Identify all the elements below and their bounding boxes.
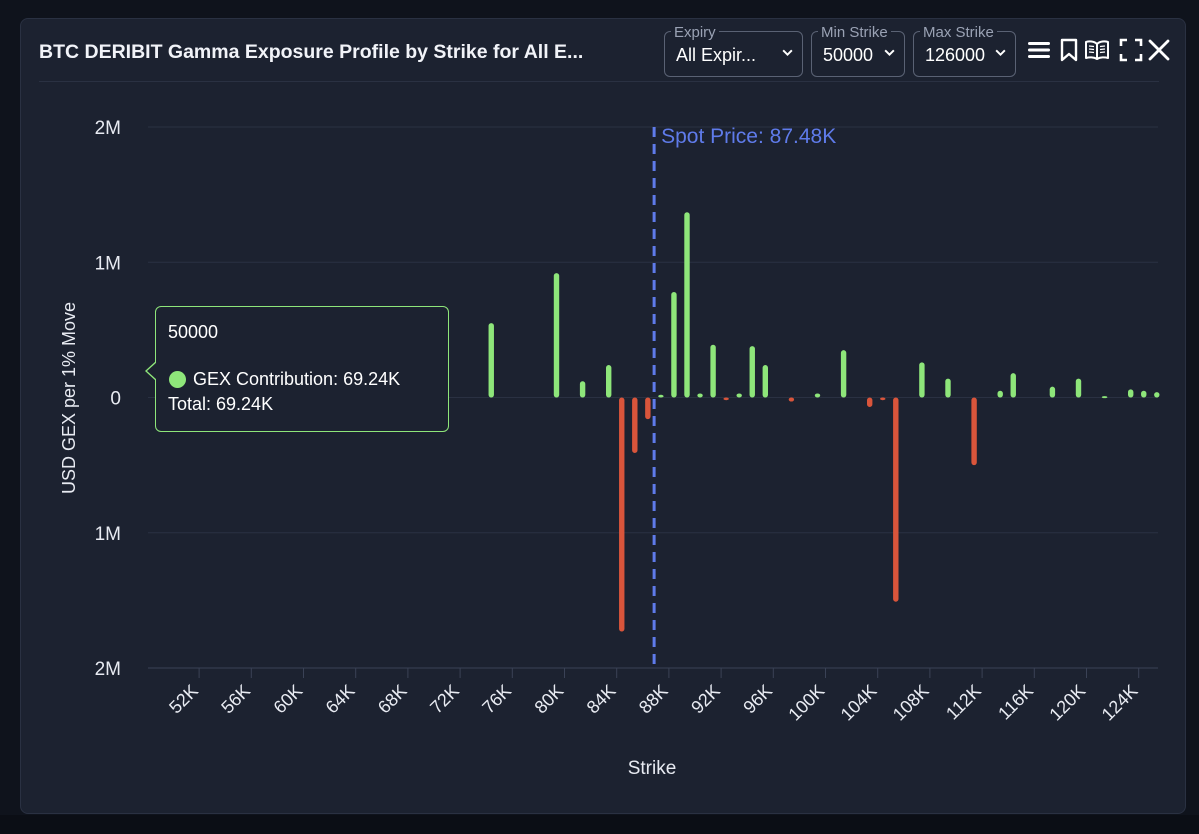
x-tick-label: 52K xyxy=(165,681,202,718)
gex-bar xyxy=(1101,396,1108,399)
min-strike-label: Min Strike xyxy=(818,25,891,41)
gex-bar xyxy=(840,350,847,398)
gex-bar xyxy=(579,381,586,398)
x-tick-label: 100K xyxy=(784,681,828,725)
gex-bar xyxy=(710,344,716,398)
expiry-label: Expiry xyxy=(671,25,719,41)
gex-bar xyxy=(814,393,821,398)
tooltip-series-dot xyxy=(169,371,186,388)
expiry-select[interactable]: Expiry All Expir... xyxy=(664,25,803,77)
x-tick-label: 120K xyxy=(1045,681,1089,725)
tooltip-contribution: GEX Contribution: 69.24K xyxy=(193,369,401,389)
y-tick-label: 1M xyxy=(95,524,121,545)
y-tick-label: 0 xyxy=(110,389,121,410)
gex-bar xyxy=(645,397,651,420)
x-tick-label: 108K xyxy=(889,681,933,725)
x-tick-label: 60K xyxy=(270,681,307,718)
gex-bar xyxy=(880,397,886,401)
gex-bar xyxy=(606,365,612,398)
gex-bar xyxy=(919,362,925,398)
gex-bar xyxy=(736,393,742,398)
gex-bar xyxy=(658,394,664,398)
x-tick-label: 96K xyxy=(739,681,776,718)
gex-bar xyxy=(893,397,899,602)
gex-bar xyxy=(997,390,1003,398)
gex-bar xyxy=(1010,373,1016,398)
gex-bar xyxy=(1128,389,1134,398)
x-tick-label: 88K xyxy=(635,681,672,718)
x-tick-label: 64K xyxy=(322,681,359,718)
header-divider xyxy=(39,81,1159,82)
bookmark-icon[interactable] xyxy=(1056,37,1082,63)
book-open-icon[interactable] xyxy=(1084,37,1110,63)
x-tick-label: 72K xyxy=(426,681,463,718)
chevron-down-icon xyxy=(782,49,793,57)
chevron-down-icon xyxy=(995,49,1006,57)
x-tick-label: 124K xyxy=(1098,681,1142,725)
y-tick-label: 2M xyxy=(95,659,121,680)
menu-icon[interactable] xyxy=(1026,37,1052,63)
y-tick-label: 1M xyxy=(95,253,121,274)
x-tick-label: 112K xyxy=(942,681,985,724)
gex-bar xyxy=(632,397,638,453)
gex-bar xyxy=(788,397,795,402)
chevron-down-icon xyxy=(884,49,895,57)
gex-bar xyxy=(619,397,625,632)
gex-bar xyxy=(723,397,729,401)
gex-bar xyxy=(762,365,768,398)
y-axis-label: USD GEX per 1% Move xyxy=(59,302,79,494)
tooltip-strike: 50000 xyxy=(168,322,219,342)
gex-bar xyxy=(867,397,873,407)
gex-bar xyxy=(1049,386,1056,398)
gex-bar xyxy=(671,292,677,398)
x-tick-label: 92K xyxy=(687,681,724,718)
x-tick-label: 116K xyxy=(994,681,1037,724)
x-tick-label: 104K xyxy=(837,681,881,725)
gex-bar xyxy=(697,393,703,398)
max-strike-select[interactable]: Max Strike 126000 xyxy=(913,25,1016,77)
gex-bar xyxy=(488,323,494,398)
gex-bar xyxy=(1154,392,1160,398)
tooltip-arrow-inner xyxy=(147,362,157,380)
x-tick-label: 56K xyxy=(217,681,254,718)
fullscreen-icon[interactable] xyxy=(1118,37,1144,63)
x-tick-label: 68K xyxy=(374,681,411,718)
gex-bar xyxy=(1141,390,1147,398)
gex-bar xyxy=(945,378,951,398)
max-strike-label: Max Strike xyxy=(920,25,997,41)
y-tick-label: 2M xyxy=(95,118,121,139)
gex-bar xyxy=(971,397,977,466)
min-strike-select[interactable]: Min Strike 50000 xyxy=(811,25,905,77)
x-axis-label: Strike xyxy=(628,758,677,779)
tooltip: 50000 GEX Contribution: 69.24K Total: 69… xyxy=(145,306,449,432)
x-tick-label: 80K xyxy=(531,681,568,718)
spot-price-label: Spot Price: 87.48K xyxy=(661,125,836,148)
gex-bar xyxy=(684,212,690,398)
tooltip-total: Total: 69.24K xyxy=(168,394,274,414)
x-tick-label: 84K xyxy=(583,681,620,718)
bottom-strip xyxy=(0,815,1199,834)
y-axis-ticks: 2M 1M 0 1M 2M xyxy=(95,118,121,680)
gex-bar xyxy=(1075,378,1082,398)
close-icon[interactable] xyxy=(1146,37,1172,63)
x-tick-label: 76K xyxy=(478,681,515,718)
gex-bar xyxy=(749,346,755,398)
x-axis-ticks: 52K 56K 60K 64K 68K 72K 76K 80K 84K 88K 92K 96K 100K… xyxy=(165,668,1142,725)
gex-bar xyxy=(553,273,560,398)
bars xyxy=(162,212,1160,632)
